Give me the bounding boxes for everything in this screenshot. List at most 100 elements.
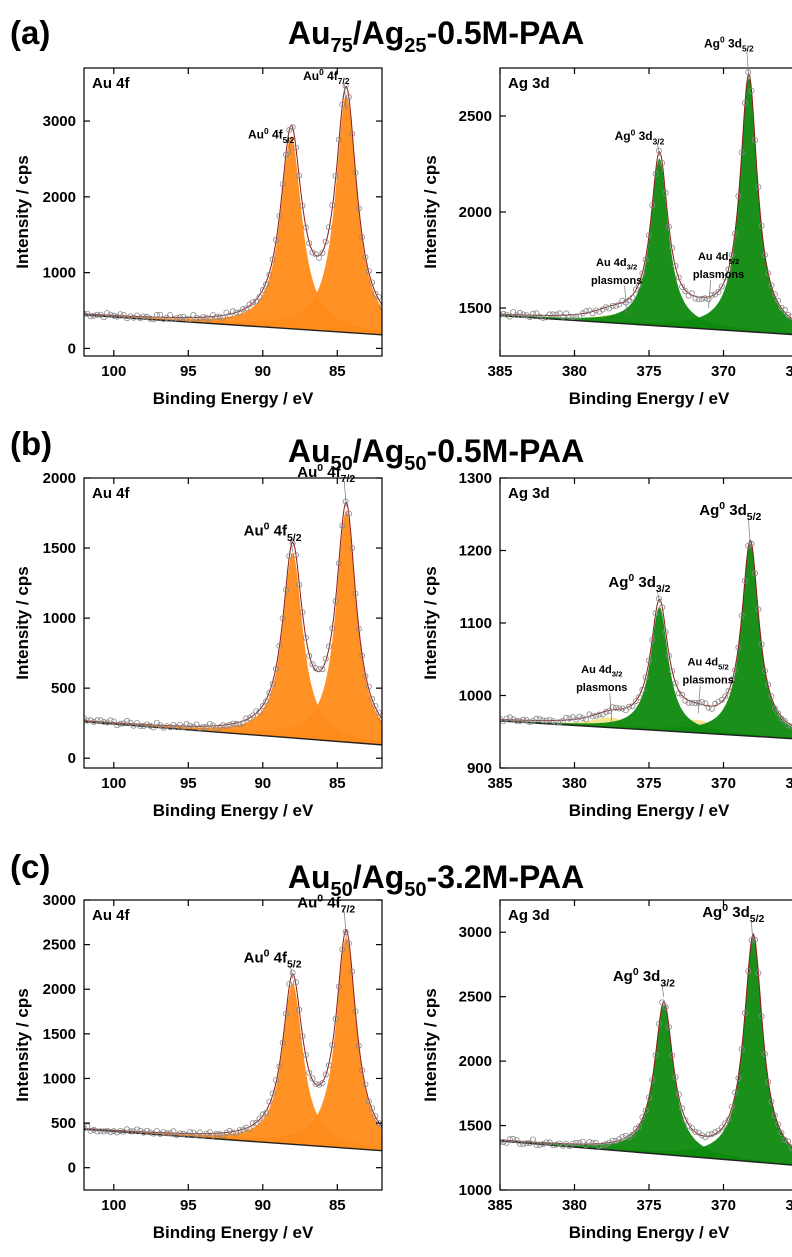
data-point — [191, 312, 196, 317]
y-tick-label: 2000 — [459, 1053, 492, 1070]
chart-a-left: 100 95 90 850100020003000Binding Energy / e… — [13, 67, 385, 408]
y-tick-label: 2000 — [43, 981, 76, 998]
y-tick-label: 500 — [51, 1115, 76, 1132]
peak-annotation: Ag0 3d5/2 — [704, 35, 754, 54]
x-tick-label: 365 — [785, 775, 792, 792]
plasmon-annotation-line2: plasmons — [576, 682, 627, 694]
x-tick-label: 90 — [254, 363, 271, 380]
y-tick-label: 1000 — [459, 1182, 492, 1199]
y-tick-label: 2500 — [459, 989, 492, 1006]
chart-b-right: 3853803753703659001000110012001300Bindin… — [421, 470, 792, 820]
peak-annotation: Ag0 3d5/2 — [702, 902, 764, 925]
x-axis-label: Binding Energy / eV — [153, 389, 314, 408]
peak-annotation: Au0 4f5/2 — [248, 126, 295, 145]
y-tick-label: 1200 — [459, 543, 492, 560]
y-tick-label: 2000 — [459, 204, 492, 221]
y-tick-label: 3000 — [43, 113, 76, 130]
y-axis-label: Intensity / cps — [421, 566, 440, 679]
peak-area-2 — [84, 96, 382, 335]
x-axis-label: Binding Energy / eV — [153, 1223, 314, 1242]
region-label: Au 4f — [92, 907, 131, 924]
data-point — [511, 310, 516, 315]
chart-c-left: 100 95 90 85050010001500200025003000Binding… — [13, 892, 385, 1242]
plasmon-annotation-line2: plasmons — [591, 275, 642, 287]
x-tick-label: 365 — [785, 363, 792, 380]
x-tick-label: 95 — [180, 1197, 197, 1214]
data-point — [531, 1137, 536, 1142]
x-tick-label: 100 — [101, 363, 126, 380]
data-point — [547, 717, 552, 722]
chart-b-left: 100 95 90 850500100015002000Binding Energy … — [13, 462, 385, 820]
peak-annotation: Au 4d3/2 — [581, 664, 622, 679]
y-tick-label: 2500 — [459, 108, 492, 125]
plot-area — [81, 499, 384, 745]
y-tick-label: 1000 — [43, 1070, 76, 1087]
y-tick-label: 1500 — [43, 540, 76, 557]
x-tick-label: 365 — [785, 1197, 792, 1214]
x-tick-label: 385 — [487, 363, 512, 380]
y-tick-label: 2000 — [43, 470, 76, 487]
x-tick-label: 85 — [329, 1197, 346, 1214]
y-axis-label: Intensity / cps — [421, 988, 440, 1101]
plasmon-annotation-line2: plasmons — [693, 269, 744, 281]
y-axis-label: Intensity / cps — [421, 155, 440, 268]
x-tick-label: 370 — [711, 1197, 736, 1214]
peak-annotation: Au 4d3/2 — [596, 257, 637, 272]
x-tick-label: 370 — [711, 363, 736, 380]
y-tick-label: 2000 — [43, 189, 76, 206]
y-tick-label: 0 — [68, 750, 76, 767]
y-tick-label: 900 — [467, 760, 492, 777]
peak-area-2 — [84, 511, 382, 745]
y-tick-label: 1500 — [459, 1118, 492, 1135]
peak-annotation: Au 4d5/2 — [688, 657, 729, 672]
x-tick-label: 380 — [562, 775, 587, 792]
x-axis-label: Binding Energy / eV — [569, 801, 730, 820]
y-tick-label: 1300 — [459, 470, 492, 487]
y-tick-label: 1000 — [43, 610, 76, 627]
data-point — [158, 312, 163, 317]
x-tick-label: 95 — [180, 363, 197, 380]
data-point — [703, 296, 708, 301]
x-tick-label: 375 — [636, 775, 661, 792]
peak-area-2 — [84, 938, 382, 1151]
region-label: Au 4f — [92, 75, 131, 92]
region-label: Au 4f — [92, 485, 131, 502]
chart-c-right: 38538037537036510001500200025003000Bindi… — [421, 900, 792, 1242]
x-tick-label: 375 — [636, 1197, 661, 1214]
x-axis-label: Binding Energy / eV — [153, 801, 314, 820]
annotation-leader — [709, 280, 711, 308]
y-tick-label: 3000 — [459, 924, 492, 941]
y-axis-label: Intensity / cps — [13, 988, 32, 1101]
y-tick-label: 1500 — [459, 300, 492, 317]
data-point — [699, 700, 704, 705]
x-tick-label: 85 — [329, 363, 346, 380]
y-axis-label: Intensity / cps — [13, 155, 32, 268]
region-label: Ag 3d — [508, 907, 550, 924]
x-axis-label: Binding Energy / eV — [569, 389, 730, 408]
chart-a-right: 385 380 375 370 365 1500 2000 2500 Binding Energ… — [421, 35, 792, 408]
annotation-leader — [698, 686, 700, 714]
data-point — [554, 312, 559, 317]
y-tick-label: 1000 — [459, 688, 492, 705]
plot-area — [81, 929, 384, 1151]
x-tick-label: 375 — [636, 363, 661, 380]
panel-letter-b: (b) — [10, 425, 52, 462]
x-tick-label: 380 — [562, 363, 587, 380]
plasmon-annotation-line2: plasmons — [682, 675, 733, 687]
y-tick-label: 1100 — [459, 615, 492, 632]
panel-letter-a: (a) — [10, 14, 50, 51]
data-point — [580, 1139, 585, 1144]
peak-annotation: Ag0 3d3/2 — [613, 966, 675, 989]
x-tick-label: 95 — [180, 775, 197, 792]
y-tick-label: 500 — [51, 680, 76, 697]
x-tick-label: 385 — [487, 1197, 512, 1214]
region-label: Ag 3d — [508, 75, 550, 92]
x-tick-label: 385 — [487, 775, 512, 792]
y-tick-label: 0 — [68, 1160, 76, 1177]
annotation-leader — [747, 52, 749, 78]
x-tick-label: 380 — [562, 1197, 587, 1214]
data-point — [537, 717, 542, 722]
y-tick-label: 2500 — [43, 937, 76, 954]
region-label: Ag 3d — [508, 485, 550, 502]
peak-annotation: Ag0 3d5/2 — [699, 500, 761, 523]
